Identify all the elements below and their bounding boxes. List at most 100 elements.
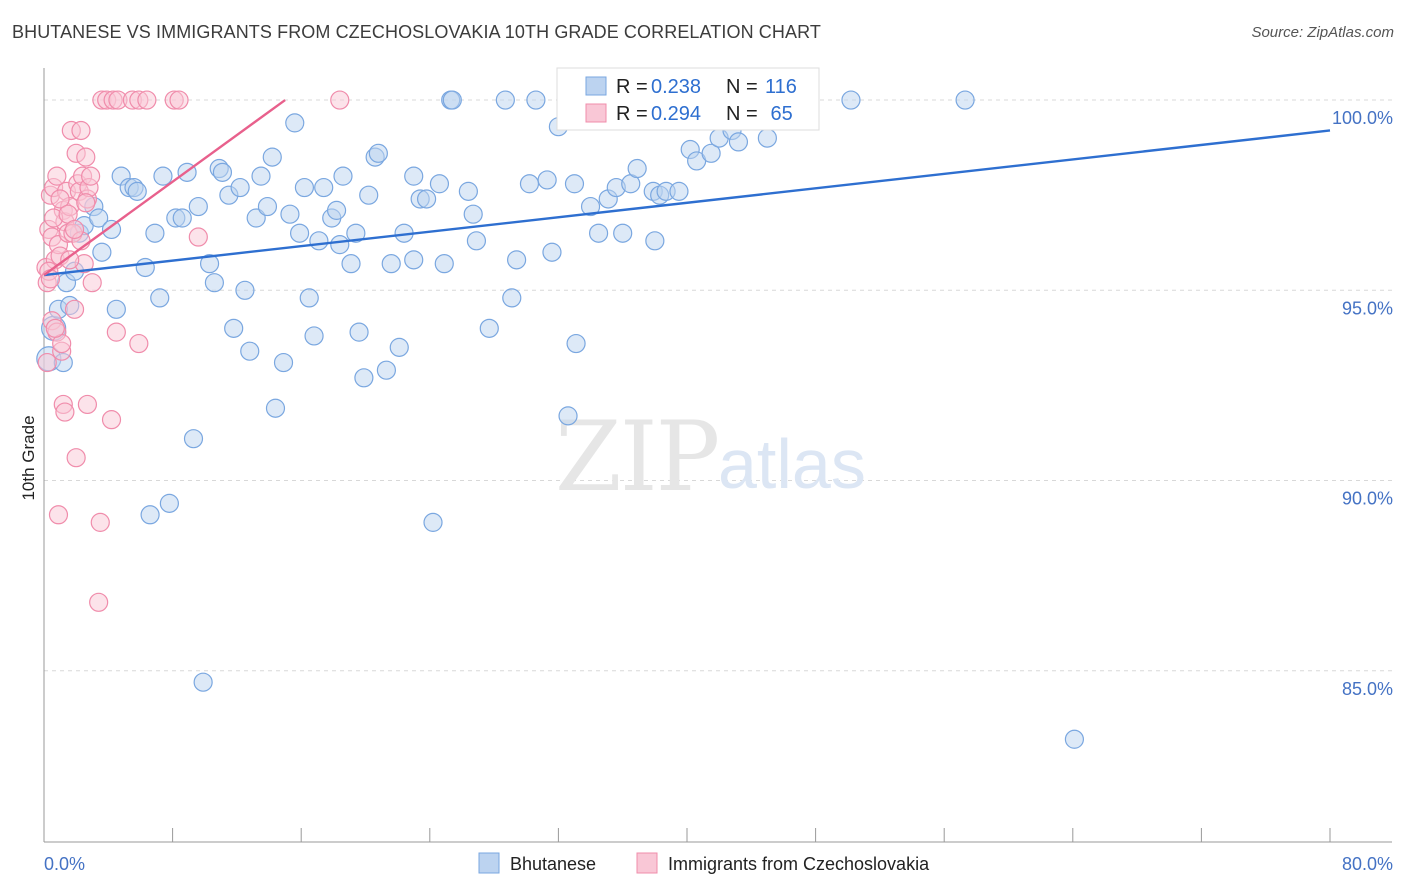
point-bhutanese-59 xyxy=(354,368,374,388)
point-bhutanese-22 xyxy=(153,166,173,186)
legend-n-value-2: 65 xyxy=(765,103,793,125)
x-tick-label-max: 80.0% xyxy=(1342,854,1393,874)
point-czech-18 xyxy=(64,299,85,319)
point-bhutanese-47 xyxy=(289,223,310,243)
point-bhutanese-43 xyxy=(265,398,286,418)
point-bhutanese-10 xyxy=(89,208,109,228)
point-bhutanese-104 xyxy=(728,132,749,152)
data-points xyxy=(36,90,1085,749)
bottom-legend-swatch-bhutanese xyxy=(478,852,500,874)
point-czech-41 xyxy=(129,333,149,354)
point-bhutanese-75 xyxy=(458,181,478,201)
point-bhutanese-100 xyxy=(701,143,721,163)
point-bhutanese-37 xyxy=(235,280,255,300)
watermark: ZIP atlas xyxy=(555,401,866,513)
point-bhutanese-36 xyxy=(230,177,250,198)
point-czech-33 xyxy=(55,402,75,422)
point-bhutanese-107 xyxy=(566,333,586,354)
point-bhutanese-112 xyxy=(479,318,499,338)
point-bhutanese-89 xyxy=(588,223,609,243)
point-bhutanese-64 xyxy=(381,254,401,274)
series-legend: Bhutanese Immigrants from Czechoslovakia xyxy=(478,852,930,874)
point-bhutanese-87 xyxy=(564,174,585,194)
point-bhutanese-51 xyxy=(309,231,329,251)
point-bhutanese-12 xyxy=(101,219,122,240)
point-bhutanese-38 xyxy=(240,341,260,361)
point-czech-36 xyxy=(90,512,110,532)
point-bhutanese-60 xyxy=(359,185,379,205)
trend-line-czech xyxy=(43,99,286,277)
bottom-legend-bhutanese: Bhutanese xyxy=(510,854,596,874)
chart-title: BHUTANESE VS IMMIGRANTS FROM CZECHOSLOVA… xyxy=(12,22,821,42)
point-bhutanese-80 xyxy=(507,250,527,270)
point-bhutanese-69 xyxy=(416,189,437,209)
point-czech-28 xyxy=(81,166,101,186)
point-czech-35 xyxy=(77,394,98,415)
watermark-atlas: atlas xyxy=(718,425,866,503)
point-czech-7 xyxy=(47,166,67,186)
point-bhutanese-79 xyxy=(502,288,522,308)
point-bhutanese-20 xyxy=(145,223,165,243)
point-bhutanese-63 xyxy=(376,360,396,380)
point-czech-63 xyxy=(45,318,65,338)
point-czech-38 xyxy=(48,505,69,525)
point-bhutanese-74 xyxy=(442,90,462,110)
legend-n-value-1: 116 xyxy=(765,76,797,98)
point-bhutanese-23 xyxy=(159,493,179,513)
point-bhutanese-27 xyxy=(183,429,204,449)
point-bhutanese-110 xyxy=(955,90,975,110)
grid-lines xyxy=(44,99,1392,672)
point-bhutanese-30 xyxy=(199,254,220,274)
point-bhutanese-17 xyxy=(127,181,147,201)
watermark-zip: ZIP xyxy=(555,401,718,513)
point-czech-29 xyxy=(82,273,102,293)
point-bhutanese-62 xyxy=(368,143,388,163)
legend-r-label-2: R = xyxy=(616,103,648,125)
point-bhutanese-106 xyxy=(757,128,777,148)
point-bhutanese-114 xyxy=(613,223,633,243)
point-czech-37 xyxy=(89,592,109,612)
point-czech-48 xyxy=(137,90,157,110)
point-czech-39 xyxy=(101,410,122,430)
point-bhutanese-97 xyxy=(669,181,689,201)
x-tick-label-min: 0.0% xyxy=(44,854,85,874)
point-bhutanese-21 xyxy=(150,288,170,308)
point-bhutanese-44 xyxy=(273,352,294,373)
point-bhutanese-111 xyxy=(1064,729,1085,749)
point-bhutanese-52 xyxy=(314,177,334,198)
legend-n-label-2: N = xyxy=(726,103,758,125)
legend-r-value-2: 0.294 xyxy=(651,103,701,125)
point-bhutanese-54 xyxy=(326,200,347,220)
y-tick-label-100: 100.0% xyxy=(1332,108,1393,128)
y-tick-label-85: 85.0% xyxy=(1342,679,1393,699)
point-bhutanese-41 xyxy=(257,196,278,217)
point-bhutanese-25 xyxy=(172,208,192,228)
point-czech-53 xyxy=(37,352,57,373)
point-bhutanese-31 xyxy=(204,273,224,293)
point-bhutanese-93 xyxy=(627,158,647,179)
point-bhutanese-28 xyxy=(188,196,208,217)
point-bhutanese-18 xyxy=(135,257,155,278)
stats-legend: R = 0.238 N = 116 R = 0.294 N = 65 xyxy=(556,67,820,131)
axes: 85.0% 90.0% 95.0% 100.0% 0.0% 80.0% xyxy=(43,68,1393,874)
legend-swatch-bhutanese xyxy=(585,76,607,96)
point-bhutanese-76 xyxy=(463,204,483,224)
point-bhutanese-42 xyxy=(262,147,282,167)
point-bhutanese-108 xyxy=(645,231,665,251)
point-bhutanese-65 xyxy=(389,337,409,357)
point-czech-52 xyxy=(188,227,208,247)
point-czech-64 xyxy=(60,250,80,270)
legend-r-label-1: R = xyxy=(616,76,648,98)
point-bhutanese-57 xyxy=(346,223,366,243)
trend-lines xyxy=(43,99,1331,277)
legend-swatch-czech xyxy=(585,103,607,123)
source-credit: Source: ZipAtlas.com xyxy=(1251,24,1394,41)
point-czech-56 xyxy=(50,189,70,209)
point-bhutanese-50 xyxy=(304,326,324,346)
point-czech-40 xyxy=(106,322,126,342)
point-czech-51 xyxy=(330,90,350,110)
point-bhutanese-39 xyxy=(246,208,266,228)
point-bhutanese-49 xyxy=(299,288,319,308)
point-bhutanese-45 xyxy=(280,204,300,224)
